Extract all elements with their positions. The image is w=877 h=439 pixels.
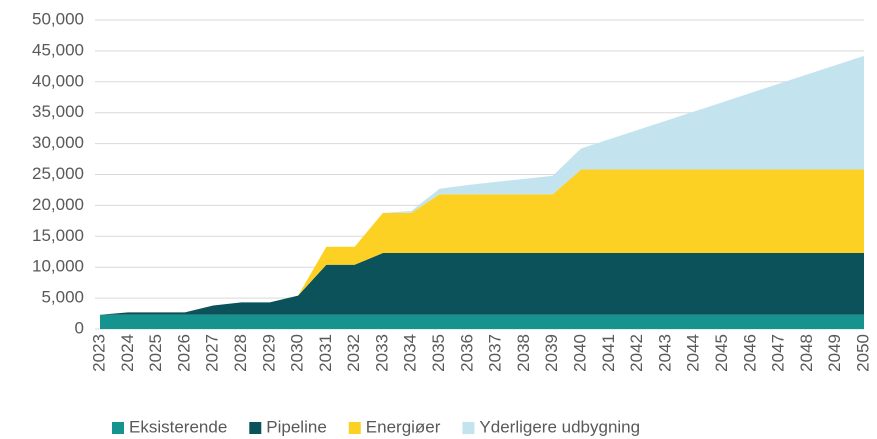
x-tick-label: 2029 bbox=[259, 334, 278, 372]
x-tick-label: 2035 bbox=[429, 334, 448, 372]
x-tick-label: 2050 bbox=[853, 334, 872, 372]
y-tick-label: 0 bbox=[75, 318, 84, 337]
x-tick-label: 2048 bbox=[797, 334, 816, 372]
x-tick-label: 2042 bbox=[627, 334, 646, 372]
legend-swatch bbox=[348, 422, 361, 434]
area bbox=[100, 252, 864, 315]
x-tick-label: 2023 bbox=[89, 334, 108, 372]
legend-label: Energiøer bbox=[366, 417, 441, 436]
y-tick-label: 25,000 bbox=[32, 164, 84, 183]
y-tick-label: 30,000 bbox=[32, 133, 84, 152]
area bbox=[100, 314, 864, 329]
x-tick-label: 2043 bbox=[655, 334, 674, 372]
x-tick-label: 2025 bbox=[146, 334, 165, 372]
x-tick-label: 2038 bbox=[514, 334, 533, 372]
x-tick-label: 2036 bbox=[457, 334, 476, 372]
y-tick-label: 50,000 bbox=[32, 9, 84, 28]
legend-swatch bbox=[112, 422, 124, 434]
y-tick-label: 15,000 bbox=[32, 226, 84, 245]
area bbox=[100, 169, 864, 315]
x-tick-label: 2031 bbox=[316, 334, 335, 372]
x-tick-label: 2041 bbox=[599, 334, 618, 372]
y-tick-label: 40,000 bbox=[32, 71, 84, 90]
x-tick-label: 2033 bbox=[372, 334, 391, 372]
area bbox=[100, 55, 864, 315]
x-tick-label: 2030 bbox=[288, 334, 307, 372]
y-tick-label: 35,000 bbox=[32, 102, 84, 121]
x-tick-label: 2028 bbox=[231, 334, 250, 372]
y-tick-label: 10,000 bbox=[32, 257, 84, 276]
y-tick-label: 45,000 bbox=[32, 40, 84, 59]
x-tick-label: 2047 bbox=[769, 334, 788, 372]
x-tick-label: 2039 bbox=[542, 334, 561, 372]
x-tick-label: 2040 bbox=[571, 334, 590, 372]
legend-label: Yderligere udbygning bbox=[479, 417, 640, 436]
x-tick-label: 2046 bbox=[740, 334, 759, 372]
y-tick-label: 5,000 bbox=[41, 288, 84, 307]
y-tick-label: 20,000 bbox=[32, 195, 84, 214]
x-tick-label: 2026 bbox=[174, 334, 193, 372]
legend-label: Pipeline bbox=[266, 417, 327, 436]
x-tick-label: 2044 bbox=[684, 334, 703, 372]
x-tick-label: 2032 bbox=[344, 334, 363, 372]
legend-swatch bbox=[462, 422, 475, 434]
x-tick-label: 2027 bbox=[203, 334, 222, 372]
x-tick-label: 2034 bbox=[401, 334, 420, 372]
legend-label: Eksisterende bbox=[129, 417, 227, 436]
x-tick-label: 2045 bbox=[712, 334, 731, 372]
x-tick-label: 2024 bbox=[118, 334, 137, 372]
legend-swatch bbox=[249, 422, 262, 434]
x-tick-label: 2049 bbox=[825, 334, 844, 372]
x-tick-label: 2037 bbox=[486, 334, 505, 372]
